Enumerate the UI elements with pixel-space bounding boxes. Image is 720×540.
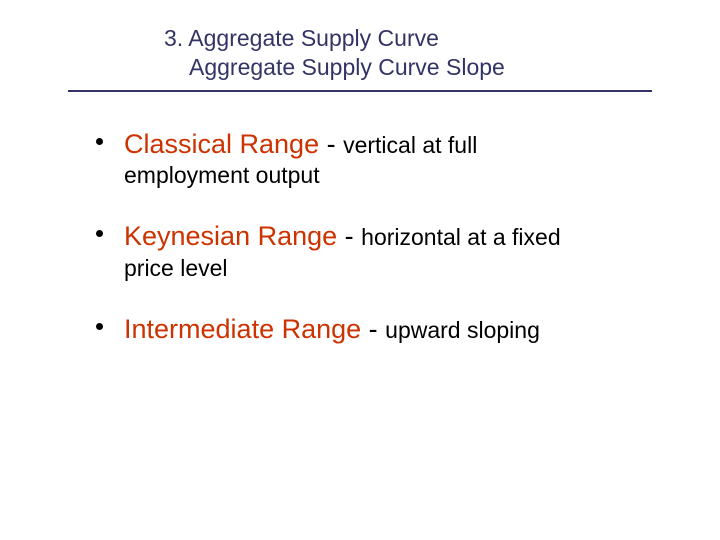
- slide-content: Classical Range - vertical at full emplo…: [0, 92, 720, 347]
- dash: -: [337, 221, 361, 251]
- bullet-dot-icon: [96, 323, 103, 330]
- term-classical: Classical Range: [124, 129, 319, 159]
- desc-classical-first: vertical at full: [343, 132, 477, 158]
- desc-intermediate-first: upward sloping: [385, 317, 540, 343]
- header-title-line-1: 3. Aggregate Supply Curve: [164, 24, 652, 53]
- dash: -: [319, 129, 343, 159]
- bullet-dot-icon: [96, 230, 103, 237]
- bullet-dot-icon: [96, 138, 103, 145]
- dash: -: [361, 314, 385, 344]
- desc-keynesian-first: horizontal at a fixed: [361, 224, 560, 250]
- slide-header: 3. Aggregate Supply Curve Aggregate Supp…: [68, 0, 652, 92]
- desc-keynesian-wrap: price level: [124, 255, 228, 281]
- bullet-item-classical: Classical Range - vertical at full emplo…: [92, 128, 660, 191]
- bullet-item-intermediate: Intermediate Range - upward sloping: [92, 313, 660, 347]
- term-keynesian: Keynesian Range: [124, 221, 337, 251]
- bullet-item-keynesian: Keynesian Range - horizontal at a fixed …: [92, 220, 660, 283]
- term-intermediate: Intermediate Range: [124, 314, 361, 344]
- desc-classical-wrap: employment output: [124, 162, 320, 188]
- header-title-line-2: Aggregate Supply Curve Slope: [164, 53, 652, 82]
